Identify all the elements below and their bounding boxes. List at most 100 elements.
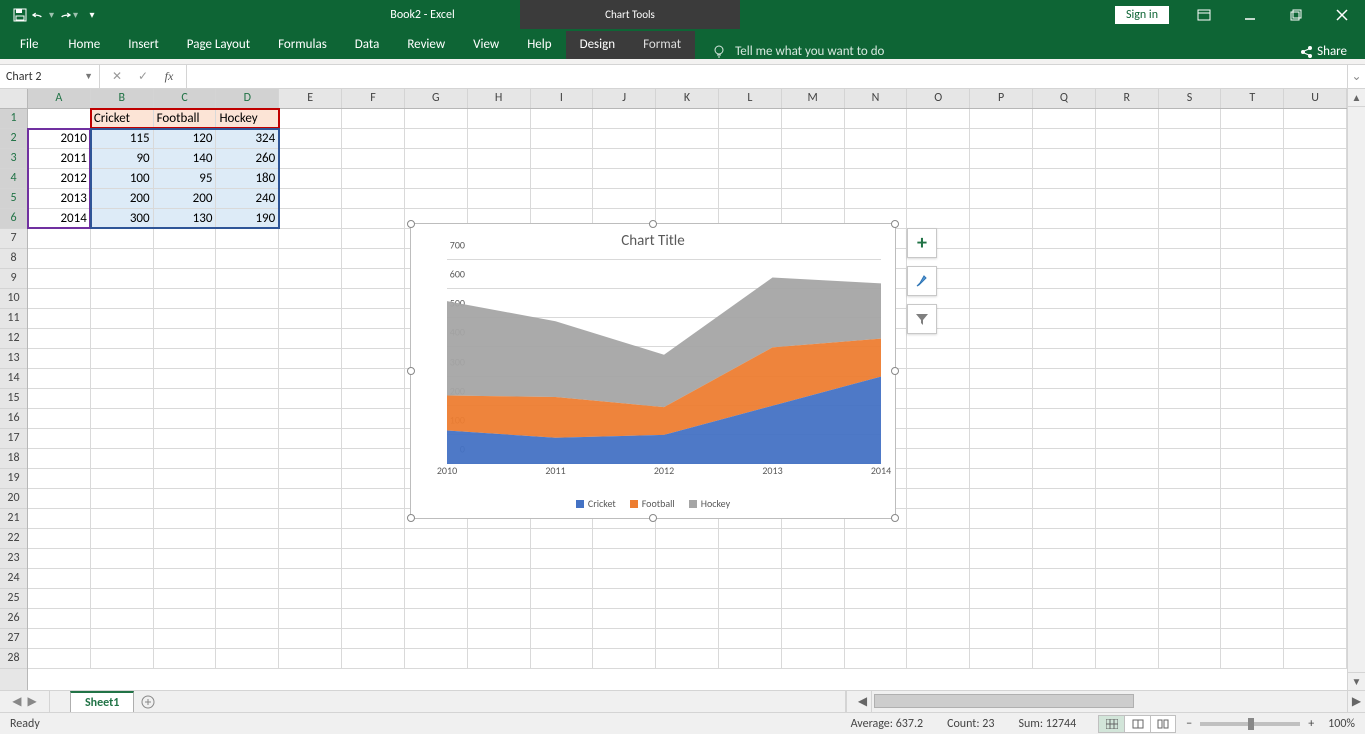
cell-P21[interactable] bbox=[970, 509, 1033, 529]
cell-S6[interactable] bbox=[1159, 209, 1222, 229]
cell-U26[interactable] bbox=[1284, 609, 1347, 629]
cell-J24[interactable] bbox=[593, 569, 656, 589]
cell-B1[interactable]: Cricket bbox=[91, 109, 154, 129]
cell-C4[interactable]: 95 bbox=[154, 169, 217, 189]
cell-K25[interactable] bbox=[656, 589, 719, 609]
row-header-13[interactable]: 13 bbox=[0, 349, 27, 369]
cell-R3[interactable] bbox=[1096, 149, 1159, 169]
cell-P8[interactable] bbox=[970, 249, 1033, 269]
chart-legend[interactable]: CricketFootballHockey bbox=[411, 497, 895, 510]
cell-P17[interactable] bbox=[970, 429, 1033, 449]
cell-T16[interactable] bbox=[1221, 409, 1284, 429]
cell-B14[interactable] bbox=[91, 369, 154, 389]
cell-R20[interactable] bbox=[1096, 489, 1159, 509]
cell-D23[interactable] bbox=[216, 549, 279, 569]
cell-O17[interactable] bbox=[907, 429, 970, 449]
normal-view-button[interactable] bbox=[1098, 715, 1124, 733]
cell-N27[interactable] bbox=[845, 629, 908, 649]
cell-P18[interactable] bbox=[970, 449, 1033, 469]
chart-resize-handle[interactable] bbox=[891, 514, 899, 522]
cell-F28[interactable] bbox=[342, 649, 405, 669]
cell-I24[interactable] bbox=[531, 569, 594, 589]
cell-F7[interactable] bbox=[342, 229, 405, 249]
cell-A3[interactable]: 2011 bbox=[28, 149, 91, 169]
cell-C21[interactable] bbox=[154, 509, 217, 529]
cell-S7[interactable] bbox=[1159, 229, 1222, 249]
cell-Q2[interactable] bbox=[1033, 129, 1096, 149]
column-header-A[interactable]: A bbox=[28, 89, 91, 108]
close-button[interactable] bbox=[1319, 0, 1365, 29]
cell-A14[interactable] bbox=[28, 369, 91, 389]
cell-R17[interactable] bbox=[1096, 429, 1159, 449]
cell-K3[interactable] bbox=[656, 149, 719, 169]
cell-O22[interactable] bbox=[907, 529, 970, 549]
cell-B6[interactable]: 300 bbox=[91, 209, 154, 229]
hscroll-track[interactable] bbox=[872, 691, 1347, 712]
cell-U7[interactable] bbox=[1284, 229, 1347, 249]
cell-E19[interactable] bbox=[279, 469, 342, 489]
cell-S16[interactable] bbox=[1159, 409, 1222, 429]
cell-T22[interactable] bbox=[1221, 529, 1284, 549]
cell-F14[interactable] bbox=[342, 369, 405, 389]
cell-U22[interactable] bbox=[1284, 529, 1347, 549]
cell-N26[interactable] bbox=[845, 609, 908, 629]
cell-N23[interactable] bbox=[845, 549, 908, 569]
cell-R10[interactable] bbox=[1096, 289, 1159, 309]
new-sheet-button[interactable] bbox=[134, 691, 162, 712]
cell-D21[interactable] bbox=[216, 509, 279, 529]
cell-C15[interactable] bbox=[154, 389, 217, 409]
cell-Q10[interactable] bbox=[1033, 289, 1096, 309]
cell-K2[interactable] bbox=[656, 129, 719, 149]
cell-C14[interactable] bbox=[154, 369, 217, 389]
cell-A21[interactable] bbox=[28, 509, 91, 529]
cell-D22[interactable] bbox=[216, 529, 279, 549]
cell-A6[interactable]: 2014 bbox=[28, 209, 91, 229]
tab-data[interactable]: Data bbox=[341, 31, 394, 59]
cell-F20[interactable] bbox=[342, 489, 405, 509]
cell-P13[interactable] bbox=[970, 349, 1033, 369]
cell-S4[interactable] bbox=[1159, 169, 1222, 189]
cell-U14[interactable] bbox=[1284, 369, 1347, 389]
insert-function-button[interactable]: fx bbox=[156, 69, 182, 84]
cell-H26[interactable] bbox=[468, 609, 531, 629]
chart-filters-button[interactable] bbox=[907, 304, 937, 334]
cell-F25[interactable] bbox=[342, 589, 405, 609]
cell-R5[interactable] bbox=[1096, 189, 1159, 209]
cell-R8[interactable] bbox=[1096, 249, 1159, 269]
cell-Q14[interactable] bbox=[1033, 369, 1096, 389]
cell-D4[interactable]: 180 bbox=[216, 169, 279, 189]
cell-Q21[interactable] bbox=[1033, 509, 1096, 529]
cell-S5[interactable] bbox=[1159, 189, 1222, 209]
cell-R1[interactable] bbox=[1096, 109, 1159, 129]
cell-U27[interactable] bbox=[1284, 629, 1347, 649]
cell-F26[interactable] bbox=[342, 609, 405, 629]
column-header-B[interactable]: B bbox=[91, 89, 154, 108]
cell-T11[interactable] bbox=[1221, 309, 1284, 329]
cell-O23[interactable] bbox=[907, 549, 970, 569]
worksheet-grid[interactable]: ABCDEFGHIJKLMNOPQRSTU 123456789101112131… bbox=[0, 89, 1365, 690]
cell-P7[interactable] bbox=[970, 229, 1033, 249]
select-all-corner[interactable] bbox=[0, 89, 28, 109]
cell-O16[interactable] bbox=[907, 409, 970, 429]
cell-S11[interactable] bbox=[1159, 309, 1222, 329]
formula-input[interactable] bbox=[187, 65, 1347, 88]
zoom-level[interactable]: 100% bbox=[1328, 717, 1355, 731]
column-header-L[interactable]: L bbox=[719, 89, 782, 108]
chart-resize-handle[interactable] bbox=[649, 514, 657, 522]
cell-M26[interactable] bbox=[782, 609, 845, 629]
cell-A22[interactable] bbox=[28, 529, 91, 549]
cell-L2[interactable] bbox=[719, 129, 782, 149]
column-header-E[interactable]: E bbox=[279, 89, 342, 108]
cell-U23[interactable] bbox=[1284, 549, 1347, 569]
cell-R28[interactable] bbox=[1096, 649, 1159, 669]
cell-A10[interactable] bbox=[28, 289, 91, 309]
cell-D12[interactable] bbox=[216, 329, 279, 349]
cell-I1[interactable] bbox=[531, 109, 594, 129]
cell-D14[interactable] bbox=[216, 369, 279, 389]
cell-O5[interactable] bbox=[907, 189, 970, 209]
scroll-down-button[interactable]: ▼ bbox=[1348, 672, 1365, 690]
cell-R21[interactable] bbox=[1096, 509, 1159, 529]
chart-resize-handle[interactable] bbox=[407, 367, 415, 375]
cell-U15[interactable] bbox=[1284, 389, 1347, 409]
cell-J1[interactable] bbox=[593, 109, 656, 129]
